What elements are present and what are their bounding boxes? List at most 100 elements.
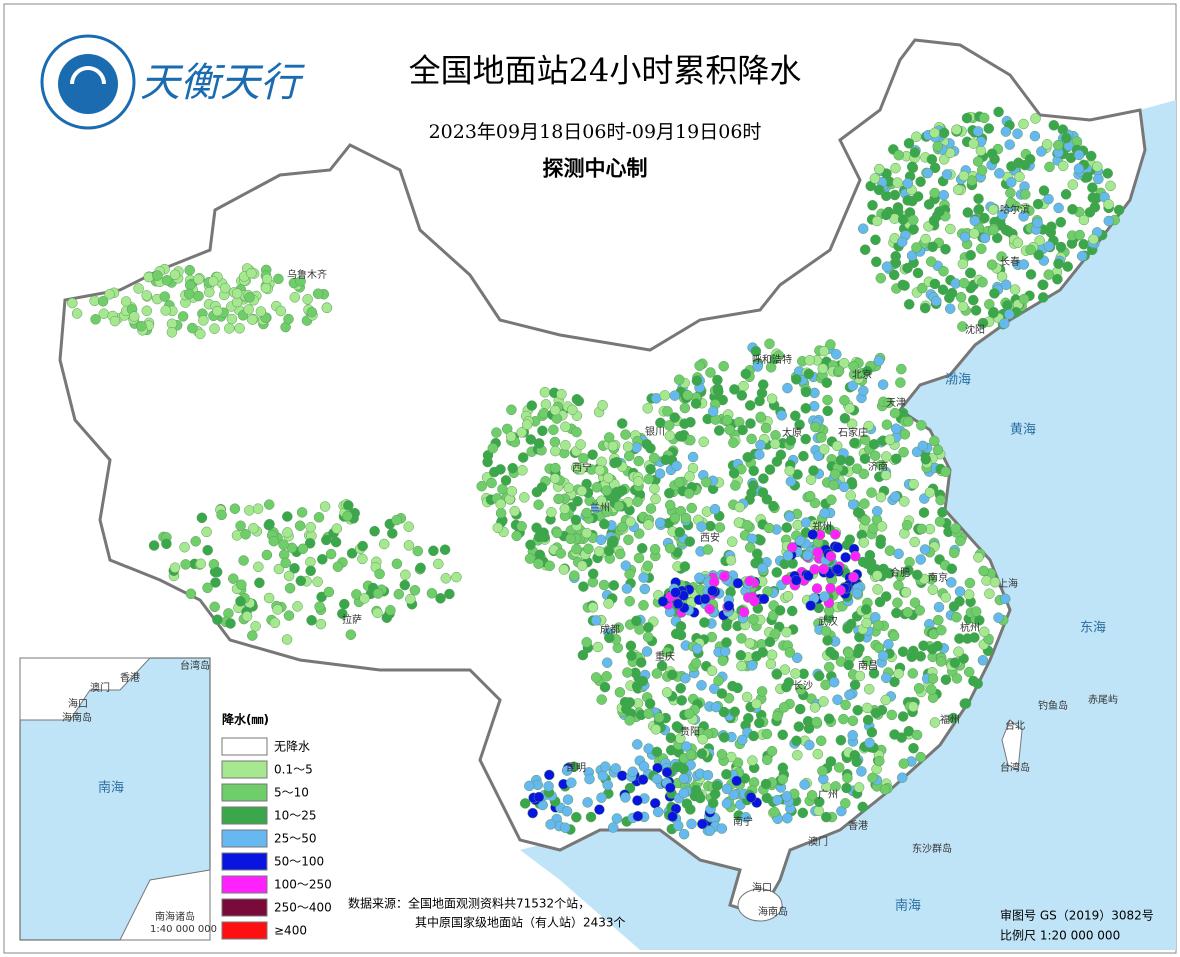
station-dot	[678, 828, 690, 840]
station-dot	[487, 442, 499, 454]
legend-swatch	[221, 829, 268, 848]
station-dot	[1113, 204, 1125, 216]
station-dot	[840, 552, 851, 563]
station-dot	[193, 274, 204, 285]
station-dot	[261, 273, 273, 285]
station-dot	[1045, 227, 1057, 238]
station-dot	[571, 394, 583, 405]
station-dot	[632, 810, 644, 822]
station-dot	[525, 539, 536, 551]
station-dot	[1029, 130, 1041, 142]
legend-swatch	[221, 898, 268, 917]
station-dot	[548, 424, 559, 436]
station-dot	[951, 611, 962, 623]
station-dot	[511, 530, 522, 542]
station-dot	[764, 464, 776, 475]
station-dot	[785, 476, 797, 487]
station-dot	[889, 729, 900, 740]
station-dot	[869, 173, 881, 184]
station-dot	[562, 794, 574, 805]
station-dot	[1076, 250, 1088, 262]
station-dot	[862, 714, 874, 726]
station-dot	[940, 243, 951, 255]
station-dot	[825, 551, 837, 562]
station-dot	[940, 592, 952, 603]
legend-swatch	[221, 852, 268, 871]
inset-label: 香港	[120, 672, 140, 684]
station-dot	[369, 525, 380, 537]
station-dot	[295, 575, 307, 587]
station-dot	[819, 507, 830, 519]
station-dot	[642, 560, 654, 572]
station-dot	[1033, 249, 1044, 261]
station-dot	[924, 487, 936, 498]
station-dot	[761, 728, 773, 740]
station-dot	[263, 499, 275, 510]
station-dot	[844, 534, 856, 545]
station-dot	[725, 555, 737, 566]
station-dot	[632, 496, 643, 507]
station-dot	[561, 805, 573, 817]
station-dot	[709, 503, 721, 515]
station-dot	[247, 314, 258, 325]
station-dot	[611, 456, 623, 468]
station-dot	[1005, 187, 1016, 199]
station-dot	[415, 562, 426, 574]
station-dot	[752, 361, 763, 372]
station-dot	[745, 792, 757, 803]
station-dot	[183, 288, 195, 300]
station-dot	[616, 418, 628, 429]
station-dot	[960, 698, 972, 709]
station-dot	[400, 569, 411, 581]
station-dot	[1034, 235, 1045, 246]
legend-label: 50～100	[274, 855, 324, 869]
station-dot	[912, 267, 924, 279]
station-dot	[866, 487, 877, 498]
station-dot	[728, 437, 739, 448]
station-dot	[908, 742, 919, 754]
station-dot	[623, 534, 634, 546]
station-dot	[244, 292, 255, 303]
station-dot	[784, 511, 795, 522]
station-dot	[612, 642, 624, 654]
station-dot	[915, 751, 926, 763]
station-dot	[802, 550, 813, 561]
station-dot	[509, 505, 520, 517]
station-dot	[229, 503, 241, 514]
station-dot	[890, 423, 902, 434]
station-dot	[803, 368, 815, 380]
station-dot	[782, 812, 793, 824]
station-dot	[766, 393, 778, 404]
station-dot	[892, 202, 904, 213]
station-dot	[902, 262, 913, 274]
station-dot	[840, 699, 851, 711]
station-dot	[830, 529, 841, 540]
station-dot	[919, 302, 931, 314]
station-dot	[843, 647, 854, 659]
station-dot	[859, 453, 871, 464]
station-dot	[619, 696, 631, 708]
station-dot	[551, 527, 563, 539]
station-dot	[546, 507, 557, 518]
station-dot	[899, 280, 910, 291]
station-dot	[180, 559, 191, 570]
station-dot	[225, 618, 236, 629]
station-dot	[691, 375, 703, 386]
station-dot	[238, 555, 249, 566]
station-dot	[781, 574, 792, 586]
station-dot	[671, 460, 682, 472]
station-dot	[860, 514, 871, 526]
station-dot	[986, 148, 998, 159]
station-dot	[596, 694, 607, 705]
station-dot	[607, 822, 619, 833]
station-dot	[685, 749, 697, 761]
station-dot	[758, 593, 770, 605]
station-dot	[1087, 182, 1098, 193]
station-dot	[959, 231, 971, 243]
station-dot	[177, 311, 189, 322]
city-label: 重庆	[655, 650, 675, 663]
station-dot	[721, 783, 733, 795]
station-dot	[1093, 173, 1104, 185]
station-dot	[226, 313, 238, 325]
station-dot	[777, 773, 788, 785]
